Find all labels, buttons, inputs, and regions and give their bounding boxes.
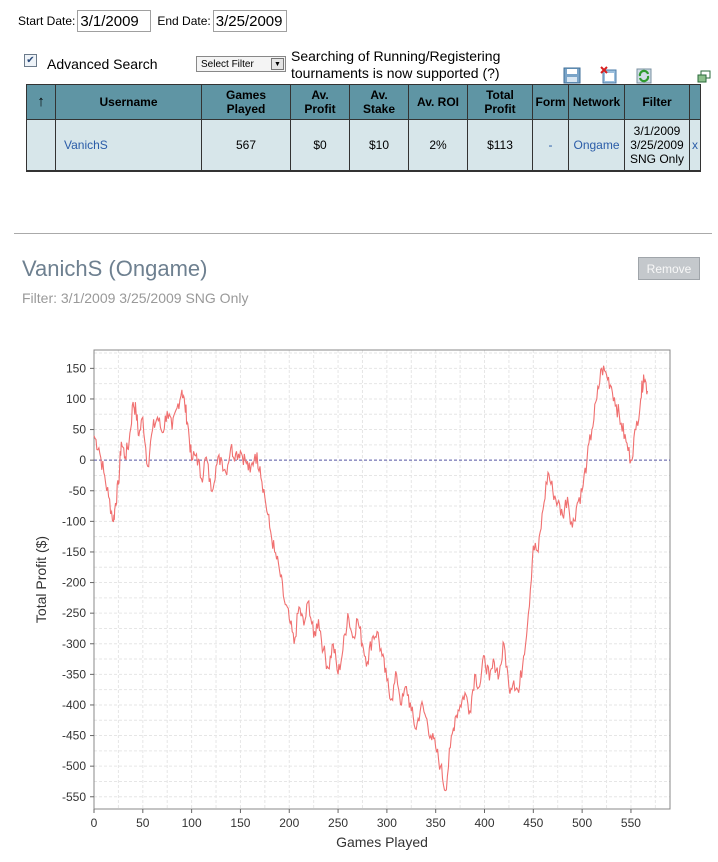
y-tick-label: -150 xyxy=(62,545,86,559)
table-header-row: ↑ Username Games Played Av. Profit Av. Stak… xyxy=(26,84,701,120)
player-filter: Filter: 3/1/2009 3/25/2009 SNG Only xyxy=(22,290,249,306)
av-profit-header[interactable]: Av. Profit xyxy=(290,84,350,120)
x-tick-label: 50 xyxy=(136,816,150,830)
network-link[interactable]: Ongame xyxy=(573,138,620,152)
total-profit-header-line2: Profit xyxy=(484,102,516,116)
filter-select[interactable]: Select Filter ▼ xyxy=(196,56,286,72)
y-axis-ticks: 150 100 50 0 -50 -100 -150 -200 -250 -300 -350 -400… xyxy=(62,361,94,804)
refresh-icon[interactable] xyxy=(635,66,653,84)
av-stake-header[interactable]: Av. Stake xyxy=(349,84,409,120)
av-roi-cell: 2% xyxy=(408,119,468,172)
x-tick-label: 450 xyxy=(523,816,543,830)
plot-frame xyxy=(93,349,671,810)
check-icon: ✔ xyxy=(26,54,35,66)
form-header[interactable]: Form xyxy=(532,84,569,120)
search-note: Searching of Running/Registering tournam… xyxy=(291,48,531,82)
remove-button[interactable]: Remove xyxy=(638,257,700,280)
player-title: VanichS (Ongame) xyxy=(22,256,208,281)
table-row: VanichS 567 $0 $10 2% $113 - Ongame 3/1/… xyxy=(26,119,701,172)
y-tick-label: -250 xyxy=(62,606,86,620)
search-note-line1: Searching of Running/Registering xyxy=(291,48,501,64)
games-played-header[interactable]: Games Played xyxy=(201,84,291,120)
save-icon[interactable] xyxy=(563,66,581,84)
profit-chart: 150100500-50-100-150-200-250-300-350-400… xyxy=(33,349,671,850)
form-link[interactable]: - xyxy=(548,138,553,152)
remove-row-link[interactable]: x xyxy=(692,138,698,152)
y-axis-label: Total Profit ($) xyxy=(33,536,49,623)
y-tick-label: 50 xyxy=(73,423,87,437)
x-tick-label: 300 xyxy=(377,816,397,830)
x-tick-label: 500 xyxy=(572,816,592,830)
x-axis-label: Games Played xyxy=(336,834,428,850)
popout-icon[interactable] xyxy=(697,70,711,84)
start-date-input[interactable] xyxy=(77,10,152,32)
end-date-input[interactable] xyxy=(212,10,287,32)
username-header[interactable]: Username xyxy=(55,84,202,120)
advanced-search-checkbox[interactable]: ✔ xyxy=(24,54,37,67)
x-tick-label: 150 xyxy=(230,816,250,830)
remove-column-header xyxy=(689,84,701,120)
x-tick-label: 350 xyxy=(426,816,446,830)
x-tick-label: 400 xyxy=(474,816,494,830)
results-table: ↑ Username Games Played Av. Profit Av. Stak… xyxy=(26,84,701,172)
filter-type: SNG Only xyxy=(629,152,684,166)
x-tick-label: 200 xyxy=(279,816,299,830)
av-stake-header-line1: Av. xyxy=(370,88,388,102)
sort-column-header[interactable]: ↑ xyxy=(26,84,56,120)
y-tick-label: 150 xyxy=(66,361,86,375)
y-tick-label: -550 xyxy=(62,790,86,804)
y-tick-label: -350 xyxy=(62,667,86,681)
advanced-search-label: Advanced Search xyxy=(47,56,158,72)
av-stake-header-line2: Stake xyxy=(362,102,396,116)
delete-icon[interactable] xyxy=(600,66,618,84)
y-tick-label: -450 xyxy=(62,729,86,743)
date-range: Start Date: End Date: xyxy=(18,10,293,32)
games-played-header-line1: Games xyxy=(225,88,267,102)
av-profit-cell: $0 xyxy=(290,119,350,172)
y-tick-label: -100 xyxy=(62,514,86,528)
dropdown-arrow-icon: ▼ xyxy=(271,58,284,70)
av-profit-header-line2: Profit xyxy=(304,102,336,116)
sort-cell xyxy=(26,119,56,172)
total-profit-cell: $113 xyxy=(467,119,533,172)
filter-end-date: 3/25/2009 xyxy=(630,138,684,152)
filter-header[interactable]: Filter xyxy=(624,84,690,120)
y-tick-label: 0 xyxy=(79,453,86,467)
games-played-cell: 567 xyxy=(201,119,291,172)
x-tick-label: 100 xyxy=(182,816,202,830)
av-profit-header-line1: Av. xyxy=(311,88,329,102)
x-axis-ticks: 0 50 100 150 200 250 300 350 400 450 500 550 xyxy=(91,809,641,830)
y-tick-label: -400 xyxy=(62,698,86,712)
y-tick-label: -50 xyxy=(69,484,87,498)
username-link[interactable]: VanichS xyxy=(64,138,108,152)
end-date-label: End Date: xyxy=(157,14,211,28)
section-divider xyxy=(14,233,712,234)
av-roi-header[interactable]: Av. ROI xyxy=(408,84,468,120)
games-played-header-line2: Played xyxy=(226,102,266,116)
filter-select-value: Select Filter xyxy=(201,58,254,70)
y-tick-label: -500 xyxy=(62,759,86,773)
sort-up-icon[interactable]: ↑ xyxy=(37,93,45,110)
x-tick-label: 250 xyxy=(328,816,348,830)
search-note-line2[interactable]: tournaments is now supported (?) xyxy=(291,65,500,81)
start-date-label: Start Date: xyxy=(18,14,76,28)
total-profit-header-line1: Total xyxy=(486,88,514,102)
av-stake-cell: $10 xyxy=(349,119,409,172)
chart-grid xyxy=(94,350,670,809)
y-tick-label: 100 xyxy=(66,392,86,406)
profit-series-line xyxy=(93,365,649,792)
network-header[interactable]: Network xyxy=(568,84,625,120)
x-tick-label: 0 xyxy=(91,816,98,830)
y-tick-label: -200 xyxy=(62,576,86,590)
y-tick-label: -300 xyxy=(62,637,86,651)
advanced-search: ✔ Advanced Search xyxy=(24,50,158,72)
x-tick-label: 550 xyxy=(621,816,641,830)
total-profit-header[interactable]: Total Profit xyxy=(467,84,533,120)
filter-start-date: 3/1/2009 xyxy=(633,124,681,138)
filter-cell: 3/1/2009 3/25/2009 SNG Only xyxy=(624,119,690,172)
